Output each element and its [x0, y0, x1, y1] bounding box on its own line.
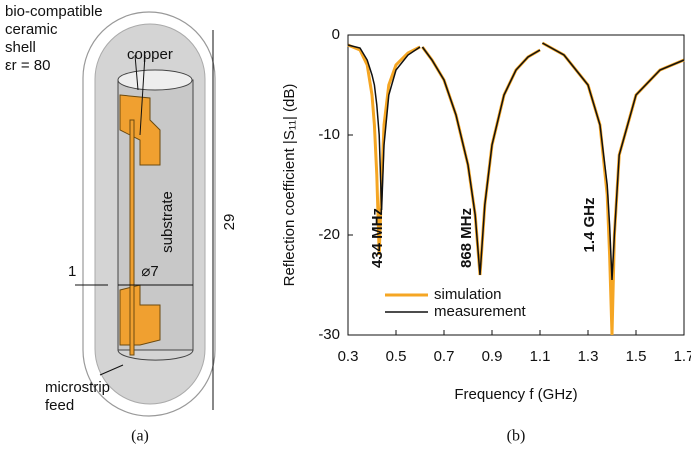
- y-tick-label: -20: [318, 226, 340, 243]
- panel-a: bio-compatible ceramic shell εr = 80 cop…: [5, 3, 238, 445]
- caption: (a): [131, 428, 149, 445]
- legend-label: simulation: [434, 286, 502, 303]
- x-tick-label: 0.9: [482, 348, 503, 365]
- diameter-label: ⌀7: [141, 263, 158, 280]
- x-tick-label: 1.5: [626, 348, 647, 365]
- microstrip: [129, 119, 135, 356]
- copper-leader: [134, 54, 139, 91]
- shell-label: bio-compatible: [5, 3, 103, 20]
- shell-outline: [82, 11, 216, 417]
- x-tick-label: 1.7: [674, 348, 691, 365]
- feed-label: feed: [45, 397, 74, 414]
- shell-label: shell: [5, 39, 36, 56]
- y-tick-label: -30: [318, 326, 340, 343]
- copper-leader: [139, 54, 146, 136]
- caption: (b): [507, 428, 526, 445]
- substrate-label: substrate: [159, 191, 176, 253]
- feed-leader: [99, 364, 124, 376]
- substrate-top: [117, 69, 193, 91]
- annotation: 434 MHz: [369, 208, 386, 268]
- y-tick-label: -10: [318, 126, 340, 143]
- x-tick-label: 0.7: [434, 348, 455, 365]
- y-axis-label: Reflection coefficient |S₁₁| (dB): [281, 84, 298, 287]
- series-line: [347, 42, 685, 281]
- x-tick-label: 1.1: [530, 348, 551, 365]
- length-label: 29: [221, 214, 238, 231]
- substrate-bottom: [117, 349, 194, 361]
- x-axis-label: Frequency f (GHz): [454, 386, 577, 403]
- plot-frame: [347, 34, 685, 336]
- legend-label: measurement: [434, 303, 527, 320]
- x-tick-label: 1.3: [578, 348, 599, 365]
- marker-label: 1: [68, 263, 76, 280]
- annotation: 1.4 GHz: [581, 197, 598, 252]
- y-tick-label: 0: [332, 26, 340, 43]
- feed-label: microstrip: [45, 379, 110, 396]
- shell-label: εr = 80: [5, 57, 50, 74]
- copper-label: copper: [127, 46, 173, 63]
- x-tick-label: 0.5: [386, 348, 407, 365]
- x-tick-label: 0.3: [338, 348, 359, 365]
- shell-label: ceramic: [5, 21, 58, 38]
- series-line: [347, 41, 685, 336]
- annotation: 868 MHz: [458, 208, 475, 268]
